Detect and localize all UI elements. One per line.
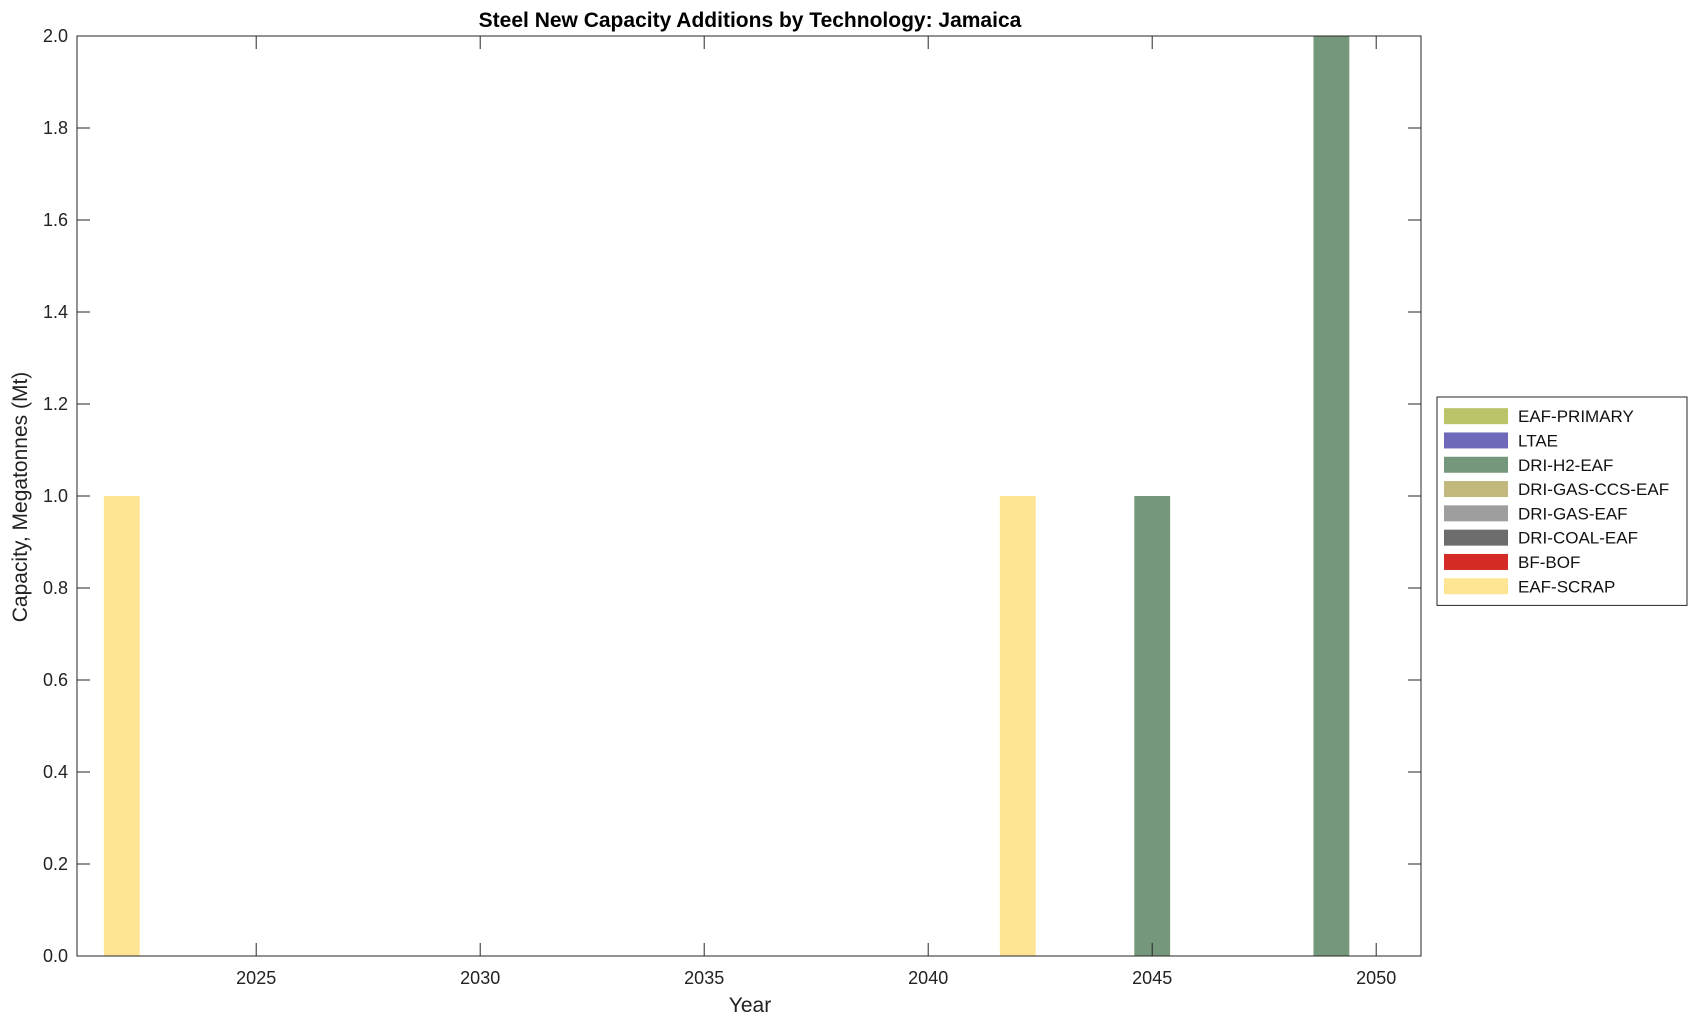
legend-label-dri-gas-eaf: DRI-GAS-EAF — [1518, 504, 1628, 523]
x-tick-label: 2035 — [684, 968, 724, 988]
legend-label-eaf-scrap: EAF-SCRAP — [1518, 577, 1615, 596]
bar-dri-h2-eaf-2049 — [1313, 36, 1350, 956]
y-tick-label: 1.2 — [43, 394, 68, 414]
legend-label-dri-gas-ccs-eaf: DRI-GAS-CCS-EAF — [1518, 480, 1669, 499]
y-tick-label: 0.8 — [43, 578, 68, 598]
y-tick-label: 1.4 — [43, 302, 68, 322]
chart-title: Steel New Capacity Additions by Technolo… — [479, 9, 1022, 32]
legend-box — [1436, 396, 1688, 606]
plot-area-frame — [76, 35, 1422, 957]
legend: EAF-PRIMARY LTAE DRI-H2-EAF DRI-GAS-CCS-EAF… — [1436, 396, 1688, 606]
x-axis-label: Year — [729, 994, 771, 1017]
x-tick-label: 2030 — [460, 968, 500, 988]
y-tick-label: 0.0 — [43, 946, 68, 966]
y-tick-label: 1.6 — [43, 210, 68, 230]
legend-swatch-ltae — [1444, 432, 1508, 449]
legend-swatch-dri-coal-eaf — [1444, 529, 1508, 546]
legend-label-bf-bof: BF-BOF — [1518, 553, 1580, 572]
bar-eaf-scrap-2022 — [103, 496, 140, 956]
x-tick-label: 2050 — [1356, 968, 1396, 988]
y-tick-label: 0.6 — [43, 670, 68, 690]
bar-eaf-scrap-2042 — [999, 496, 1036, 956]
legend-swatch-dri-gas-eaf — [1444, 505, 1508, 522]
legend-swatch-eaf-primary — [1444, 408, 1508, 425]
legend-label-dri-h2-eaf: DRI-H2-EAF — [1518, 456, 1613, 475]
legend-swatch-dri-gas-ccs-eaf — [1444, 481, 1508, 498]
x-tick-label: 2040 — [908, 968, 948, 988]
y-tick-label: 1.0 — [43, 486, 68, 506]
legend-label-dri-coal-eaf: DRI-COAL-EAF — [1518, 529, 1638, 548]
y-tick-label: 0.4 — [43, 762, 68, 782]
legend-swatch-eaf-scrap — [1444, 578, 1508, 595]
y-tick-label: 0.2 — [43, 854, 68, 874]
bar-dri-h2-eaf-2045 — [1134, 496, 1171, 956]
legend-swatch-dri-h2-eaf — [1444, 456, 1508, 473]
y-axis-label: Capacity, Megatonnes (Mt) — [9, 372, 32, 623]
bars-group — [103, 36, 1350, 956]
y-tick-label: 2.0 — [43, 26, 68, 46]
x-tick-label: 2025 — [236, 968, 276, 988]
legend-label-eaf-primary: EAF-PRIMARY — [1518, 407, 1634, 426]
y-tick-label: 1.8 — [43, 118, 68, 138]
legend-swatch-bf-bof — [1444, 553, 1508, 570]
legend-label-ltae: LTAE — [1518, 431, 1558, 450]
ticks-group: 2025 2030 2035 2040 2045 2050 0.0 0.2 0.4 0.6 0.8 1… — [43, 26, 1421, 988]
x-tick-label: 2045 — [1132, 968, 1172, 988]
